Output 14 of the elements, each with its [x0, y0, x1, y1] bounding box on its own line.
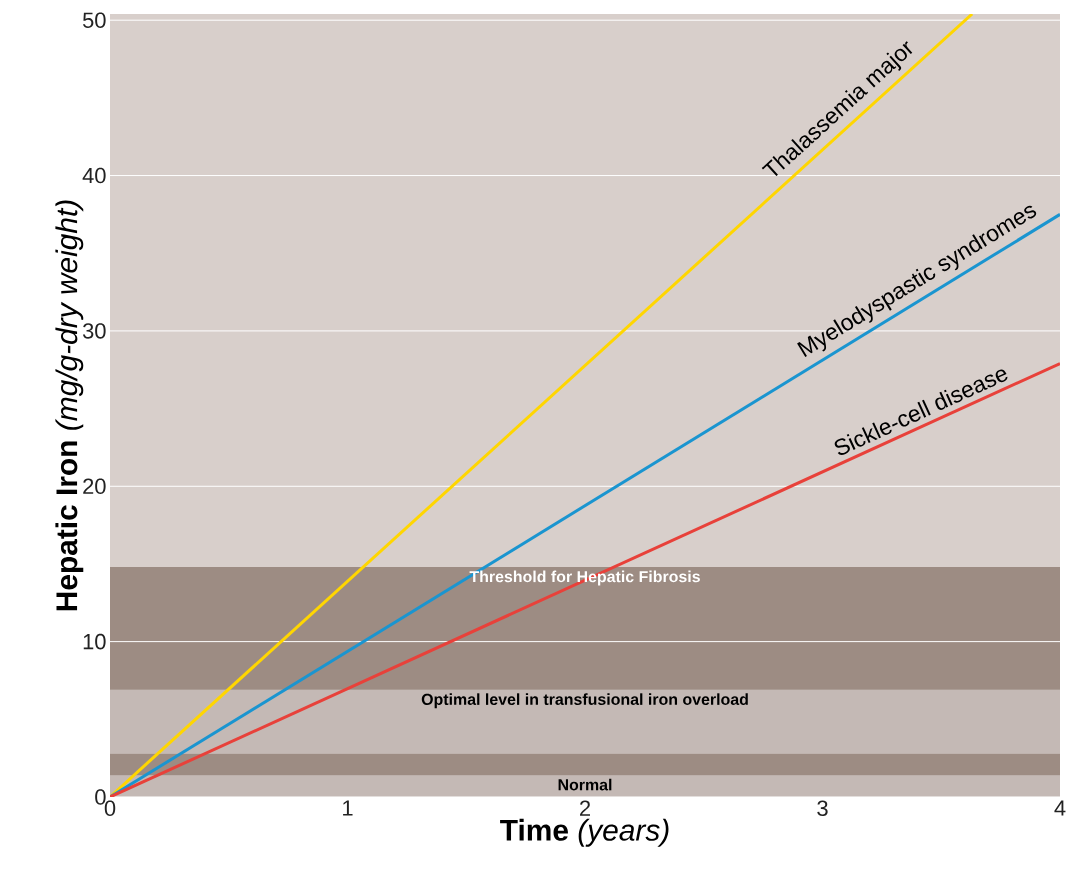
y-tick-label: 10 — [83, 633, 106, 650]
x-tick-label: 2 — [580, 800, 591, 816]
band-label: Normal — [558, 778, 612, 791]
y-tick-label: 20 — [83, 478, 106, 495]
x-tick-label: 3 — [817, 800, 828, 817]
x-tick-label: 1 — [343, 800, 353, 816]
y-axis-title: Hepatic Iron (mg/g-dry weight) — [55, 200, 84, 611]
y-tick-label: 0 — [95, 789, 106, 805]
y-tick-label: 40 — [82, 167, 106, 184]
band-label: Optimal level in transfusional iron overload — [421, 693, 748, 709]
y-tick-label: 50 — [82, 12, 106, 28]
y-tick-label: 30 — [82, 323, 106, 339]
x-tick-label: 4 — [1054, 800, 1066, 816]
x-axis-title: Time (years) — [500, 818, 669, 847]
